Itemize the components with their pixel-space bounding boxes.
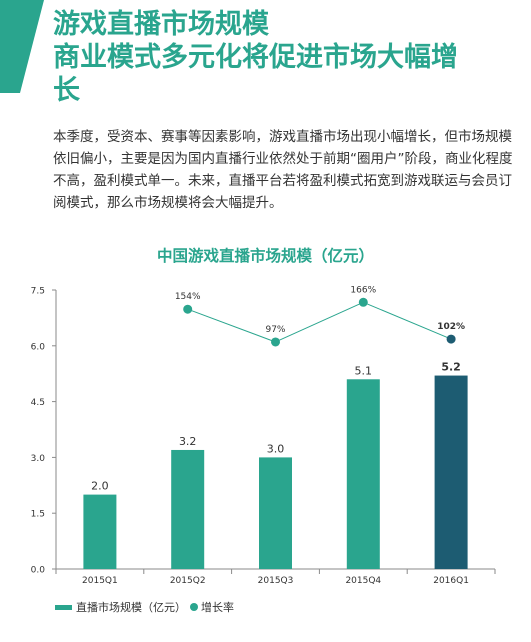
bar	[346, 379, 380, 569]
headline-line-1: 游戏直播市场规模	[53, 9, 269, 40]
growth-point	[358, 297, 368, 307]
legend-line-label: 增长率	[201, 601, 234, 614]
legend-bar-swatch	[55, 604, 72, 610]
accent-bar	[0, 0, 44, 93]
growth-point	[183, 304, 193, 314]
growth-point-label: 166%	[350, 285, 376, 295]
x-tick-label: 2015Q1	[82, 576, 118, 586]
legend-bar-label: 直播市场规模（亿元）	[76, 601, 186, 614]
bar	[434, 375, 468, 569]
chart-title: 中国游戏直播市场规模（亿元）	[156, 247, 374, 265]
bar	[171, 449, 205, 569]
bar	[259, 457, 292, 569]
headline-line-3: 长	[53, 75, 80, 106]
chart-legend: 直播市场规模（亿元） 增长率	[55, 599, 234, 615]
growth-line-segment	[187, 308, 276, 343]
x-tick-label: 2016Q1	[433, 576, 469, 586]
growth-point-label: 97%	[265, 325, 285, 335]
y-tick-label: 0.0	[31, 566, 46, 576]
bar-value-label: 3.0	[267, 442, 285, 455]
growth-point	[271, 337, 280, 347]
bar	[83, 494, 117, 569]
growth-point-label: 154%	[175, 292, 201, 302]
y-tick-label: 1.5	[31, 510, 45, 520]
bar-value-label: 3.2	[179, 435, 197, 448]
bar-value-label: 2.0	[91, 480, 109, 493]
growth-point-label: 102%	[437, 322, 465, 332]
y-tick-label: 6.0	[31, 342, 46, 352]
y-tick-label: 4.5	[31, 398, 45, 408]
bar-value-label: 5.1	[355, 364, 373, 377]
y-tick-label: 7.5	[31, 287, 45, 297]
body-paragraph: 本季度，受资本、赛事等因素影响，游戏直播市场出现小幅增长，但市场规模依旧偏小，主…	[53, 129, 513, 211]
bar-value-label: 5.2	[441, 361, 461, 374]
growth-line-segment	[363, 301, 452, 340]
y-tick-label: 3.0	[31, 454, 46, 464]
chart-area: 0.0 1.5 3.0 4.5 6.0 7.5 2015Q1 2015Q2 2015Q3 2015…	[31, 285, 496, 586]
growth-line-segment	[275, 301, 364, 343]
page-headline: 游戏直播市场规模 商业模式多元化将促进市场大幅增 长	[53, 8, 523, 107]
legend-line-swatch	[190, 603, 198, 611]
x-tick-label: 2015Q4	[345, 576, 381, 586]
x-tick-label: 2015Q3	[258, 576, 294, 586]
x-tick-label: 2015Q2	[170, 576, 206, 586]
headline-line-2: 商业模式多元化将促进市场大幅增	[53, 42, 458, 73]
growth-point	[446, 334, 456, 344]
